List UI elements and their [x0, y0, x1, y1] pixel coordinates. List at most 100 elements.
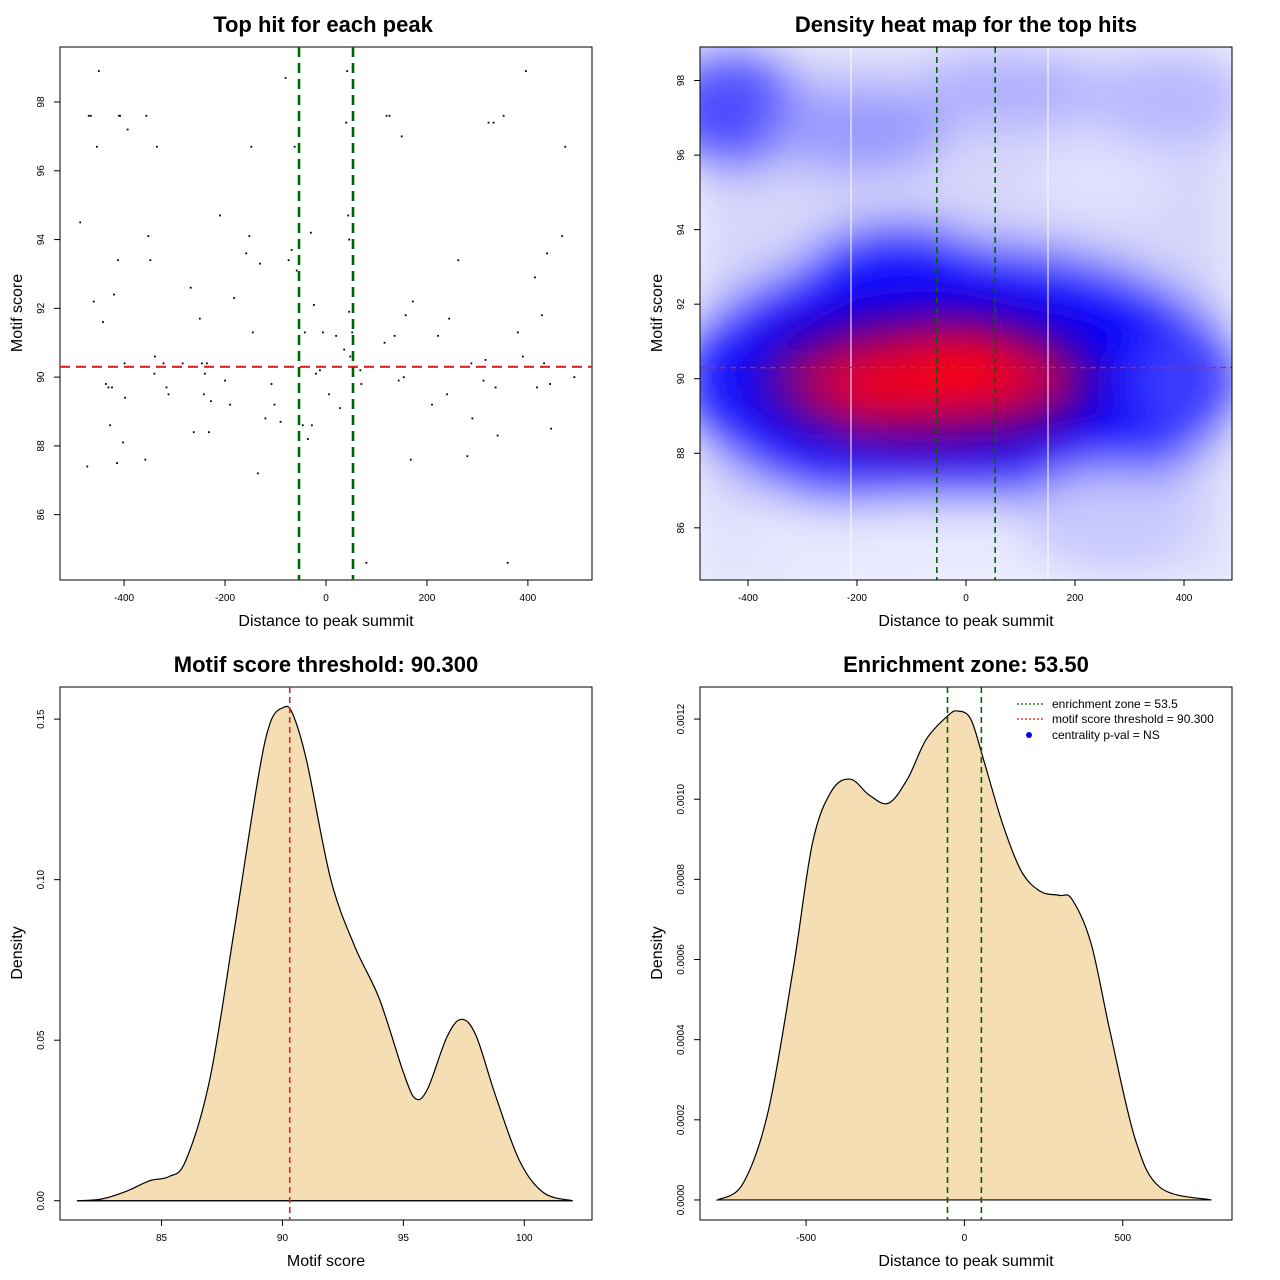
scatter-point — [273, 403, 276, 406]
scatter-point — [147, 235, 150, 238]
scatter-x-tick-label: 200 — [419, 593, 436, 604]
scatter-reference-lines — [60, 47, 592, 580]
scatter-point — [521, 355, 524, 358]
scatter-point — [256, 472, 259, 475]
scatter-point — [345, 121, 348, 124]
score-density-curve — [76, 705, 573, 1202]
scatter-point — [347, 214, 350, 217]
scatter-point — [349, 355, 352, 358]
scatter-title: Top hit for each peak — [213, 12, 433, 37]
scatter-point — [87, 114, 90, 117]
heatmap-x-tick-label: -200 — [847, 593, 867, 604]
heatmap-y-tick-label: 88 — [676, 447, 687, 459]
scatter-point — [109, 424, 111, 427]
scatter-point — [383, 341, 386, 344]
score-density-y-tick-label: 0.00 — [36, 1191, 47, 1211]
score-density-x-tick-label: 85 — [156, 1233, 168, 1244]
distance-enrichment-lines — [946, 687, 983, 1220]
scatter-point — [258, 262, 261, 265]
scatter-point — [119, 114, 121, 117]
scatter-point — [484, 359, 487, 361]
scatter-point — [200, 362, 203, 365]
score-density-title: Motif score threshold: 90.300 — [174, 652, 478, 677]
scatter-point — [270, 383, 273, 385]
scatter-point — [448, 317, 451, 320]
scatter-point — [279, 420, 282, 423]
distance-density-y-tick-label: 0.0012 — [676, 703, 687, 734]
scatter-point — [310, 424, 313, 427]
scatter-point — [494, 386, 497, 389]
scatter-point — [224, 379, 226, 382]
distance-density-legend: enrichment zone = 53.5 motif score thres… — [1017, 697, 1214, 742]
scatter-x-axis: -400 -200 0 200 400 — [114, 580, 537, 604]
scatter-point — [117, 259, 119, 262]
heatmap-y-tick-label: 94 — [676, 224, 687, 236]
scatter-point — [153, 372, 156, 375]
scatter-point — [466, 455, 469, 458]
score-density-plot-frame — [59, 686, 593, 1221]
scatter-point — [102, 321, 104, 323]
scatter-y-axis: 86 88 90 92 94 96 98 — [36, 96, 60, 520]
scatter-point — [573, 376, 576, 379]
scatter-point — [95, 145, 98, 148]
scatter-point — [487, 121, 490, 124]
heatmap-y-tick-label: 98 — [676, 75, 687, 87]
scatter-point — [122, 441, 124, 444]
scatter-point — [97, 70, 100, 72]
scatter-point — [229, 403, 231, 406]
scatter-point — [303, 331, 306, 334]
heatmap-y-tick-label: 90 — [676, 373, 687, 385]
scatter-point — [339, 407, 342, 409]
scatter-point — [89, 114, 92, 117]
score-density-x-label: Motif score — [287, 1253, 365, 1270]
scatter-point — [118, 114, 120, 117]
scatter-point — [431, 403, 433, 406]
distance-density-y-tick-label: 0.0006 — [676, 944, 687, 975]
scatter-point — [348, 310, 351, 313]
scatter-point — [124, 396, 127, 399]
scatter-point — [123, 362, 126, 365]
scatter-y-tick-label: 86 — [36, 509, 47, 521]
scatter-y-tick-label: 90 — [36, 371, 47, 383]
distance-density-curve — [715, 710, 1212, 1201]
scatter-point — [549, 383, 552, 385]
score-density-y-tick-label: 0.15 — [36, 709, 47, 729]
distance-density-x-tick-label: -500 — [796, 1233, 816, 1244]
scatter-point — [264, 417, 267, 420]
scatter-point — [516, 331, 519, 334]
panel-scatter: Top hit for each peak -400 -200 0 200 400 86… — [9, 12, 593, 630]
heatmap-y-tick-label: 96 — [676, 149, 687, 161]
panel-heatmap: Density heat map for the top hits — [649, 12, 1233, 630]
scatter-point — [189, 286, 192, 289]
scatter-point — [144, 458, 147, 461]
scatter-point — [360, 383, 363, 385]
distance-density-x-label: Distance to peak summit — [878, 1253, 1054, 1270]
distance-density-y-tick-label: 0.0010 — [676, 783, 687, 814]
scatter-point — [524, 70, 527, 72]
scatter-y-tick-label: 92 — [36, 302, 47, 314]
scatter-point — [165, 386, 168, 389]
scatter-point — [534, 276, 536, 279]
heatmap-x-label: Distance to peak summit — [878, 613, 1054, 630]
score-density-x-axis: 85 90 95 100 — [156, 1220, 533, 1244]
legend-pval-label: centrality p-val = NS — [1052, 728, 1160, 742]
scatter-point — [156, 145, 158, 148]
scatter-point — [309, 231, 312, 234]
scatter-point — [293, 145, 296, 148]
scatter-point — [207, 431, 210, 434]
legend-threshold-label: motif score threshold = 90.300 — [1052, 712, 1214, 726]
scatter-point — [322, 331, 324, 334]
distance-density-y-label: Density — [649, 926, 666, 979]
heatmap-x-tick-label: 400 — [1176, 593, 1193, 604]
heatmap-y-tick-label: 92 — [676, 298, 687, 310]
scatter-point — [167, 393, 170, 396]
scatter-point — [203, 372, 206, 375]
scatter-point — [543, 362, 545, 365]
scatter-x-label: Distance to peak summit — [238, 613, 414, 630]
heatmap-y-axis: 86 88 90 92 94 96 98 — [676, 75, 700, 533]
scatter-point — [335, 334, 337, 337]
scatter-point — [295, 269, 298, 272]
scatter-points — [79, 70, 576, 564]
scatter-x-tick-label: -200 — [215, 593, 235, 604]
